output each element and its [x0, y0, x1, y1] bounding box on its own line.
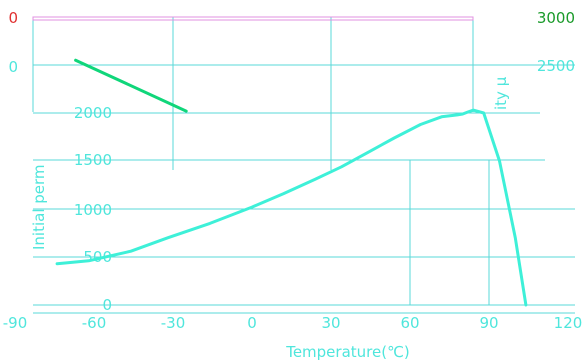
y-right-ticks: 2500 3000 [537, 9, 575, 75]
x-tick-label: 60 [400, 314, 419, 332]
series-line [55, 108, 528, 307]
y-left-tick-label: 0 [8, 58, 18, 76]
y-left-axis-title: Initial perm [30, 164, 48, 250]
x-tick-label: 30 [321, 314, 340, 332]
y-left-tick-label: 0 [102, 296, 112, 314]
y-right-axis-title: ity μ [492, 76, 510, 110]
x-tick-label: -60 [82, 314, 107, 332]
y-left-tick-label: 2000 [74, 104, 112, 122]
x-axis-title: Temperature(℃) [285, 343, 410, 361]
y-right-tick-label: 2500 [537, 57, 575, 75]
x-ticks: -90 -60 -30 0 30 60 90 120 [3, 314, 583, 332]
x-tick-label: 120 [554, 314, 583, 332]
y-left-tick-label: 0 [8, 9, 18, 27]
x-tick-label: 0 [247, 314, 257, 332]
x-tick-label: -90 [3, 314, 28, 332]
plot-frame [32, 16, 474, 21]
grid-layer [32, 17, 575, 314]
y-left-tick-label: 1500 [74, 151, 112, 169]
y-right-tick-label: 3000 [537, 9, 575, 27]
series-layer [55, 58, 528, 307]
y-left-tick-label: 1000 [74, 201, 112, 219]
x-tick-label: -30 [161, 314, 186, 332]
series-line [74, 58, 188, 113]
x-tick-label: 90 [479, 314, 498, 332]
